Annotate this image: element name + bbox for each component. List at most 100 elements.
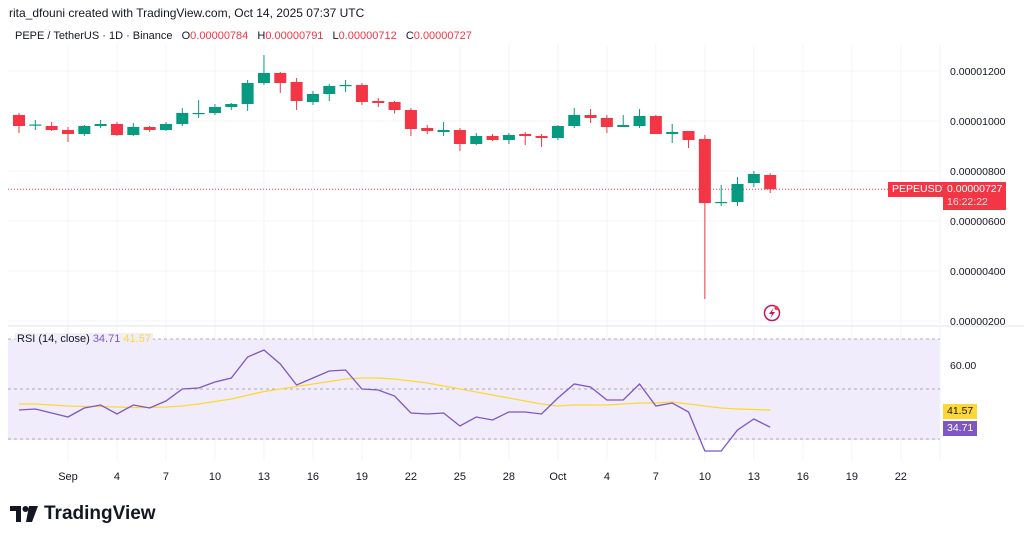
candle[interactable] [682, 131, 695, 148]
candle-body [568, 115, 581, 126]
candle[interactable] [649, 115, 662, 134]
time-tick-label: Sep [58, 471, 78, 483]
price-tick-label: 0.00000600 [950, 216, 1006, 228]
candle[interactable] [257, 55, 270, 85]
candle[interactable] [404, 108, 417, 136]
candle[interactable] [61, 127, 74, 142]
time-tick-label: 7 [653, 471, 659, 483]
candle[interactable] [519, 132, 532, 145]
candle[interactable] [568, 108, 581, 128]
candle[interactable] [388, 101, 401, 114]
candle[interactable] [290, 78, 303, 110]
rsi-line [18, 349, 771, 452]
candle-body [192, 113, 205, 115]
candle[interactable] [225, 103, 238, 110]
candle[interactable] [698, 135, 711, 299]
candle[interactable] [502, 133, 515, 144]
candle[interactable] [339, 80, 352, 92]
candle[interactable] [110, 122, 123, 136]
price-tick-label: 0.00000200 [950, 316, 1006, 328]
rsi-axis-tick: 60.00 [950, 360, 976, 372]
candle[interactable] [143, 126, 156, 132]
candle[interactable] [731, 177, 744, 206]
candle[interactable] [372, 98, 385, 107]
candle-body [682, 131, 695, 140]
candle-body [617, 125, 630, 127]
candle[interactable] [715, 185, 728, 206]
candle-body [94, 124, 107, 126]
candle[interactable] [355, 83, 368, 105]
time-tick-label: 25 [454, 471, 466, 483]
candle[interactable] [551, 125, 564, 140]
candle[interactable] [192, 100, 205, 118]
rsi-band-background [8, 339, 940, 440]
candle-body [633, 116, 646, 126]
low-label: L [332, 30, 339, 42]
time-tick-label: 22 [405, 471, 417, 483]
time-tick-label: 7 [163, 471, 169, 483]
candle[interactable] [470, 133, 483, 145]
candle-body [535, 136, 548, 138]
candle[interactable] [747, 171, 760, 187]
price-tick-label: 0.00000400 [950, 266, 1006, 278]
candle[interactable] [437, 122, 450, 136]
candle-body [29, 124, 42, 126]
candle-body [110, 124, 123, 135]
candle-body [13, 115, 25, 126]
candle[interactable] [94, 120, 107, 128]
candle[interactable] [323, 84, 336, 101]
candle[interactable] [208, 104, 221, 115]
candle[interactable] [176, 108, 189, 126]
candle[interactable] [421, 125, 434, 134]
candle[interactable] [486, 134, 499, 141]
candle-body [372, 101, 385, 103]
rsi-bands [8, 338, 940, 440]
bar-countdown: 16:22:22 [947, 196, 988, 208]
candle-body [306, 94, 319, 102]
candle[interactable] [584, 109, 597, 123]
candle-body [290, 82, 303, 101]
last-price-tag: 0.00000727 16:22:22 [943, 182, 1007, 210]
candle-body [470, 136, 483, 144]
price-tick-label: 0.00001000 [950, 116, 1006, 128]
candle[interactable] [78, 125, 91, 136]
candle-body [61, 130, 74, 134]
candle[interactable] [600, 115, 613, 133]
time-tick-label: 4 [114, 471, 120, 483]
candle-body [274, 73, 287, 83]
time-tick-label: 28 [503, 471, 515, 483]
rsi-legend[interactable]: RSI (14, close) 34.71 41.57 [15, 333, 153, 345]
lightning-icon[interactable] [763, 304, 781, 322]
candle[interactable] [764, 173, 777, 193]
candle-body [257, 73, 270, 83]
candle-body [502, 135, 515, 140]
candle-body [339, 85, 352, 87]
candle[interactable] [535, 134, 548, 147]
time-tick-label: 10 [699, 471, 711, 483]
tradingview-logo[interactable]: TradingView [10, 503, 156, 525]
candle-body [404, 110, 417, 129]
candle[interactable] [666, 124, 679, 143]
candle[interactable] [127, 123, 140, 136]
candle[interactable] [29, 120, 42, 130]
candle[interactable] [306, 91, 319, 105]
symbol-name[interactable]: PEPE / TetherUS · 1D · Binance [15, 30, 173, 42]
close-value: 0.00000727 [413, 30, 472, 42]
candle-body [45, 126, 58, 130]
candle[interactable] [633, 109, 646, 128]
candle[interactable] [453, 128, 466, 151]
candle[interactable] [241, 80, 254, 111]
candle[interactable] [45, 122, 58, 131]
candle-body [241, 83, 254, 104]
rsi-title: RSI (14, close) [17, 333, 90, 345]
candle[interactable] [13, 113, 25, 133]
candle[interactable] [617, 115, 630, 127]
candle[interactable] [159, 122, 172, 131]
logo-text: TradingView [44, 503, 156, 524]
time-tick-label: 13 [748, 471, 760, 483]
candle[interactable] [274, 72, 287, 93]
close-label: C [405, 30, 414, 42]
candle-body [453, 130, 466, 144]
symbol-legend: PEPE / TetherUS · 1D · Binance O0.000007… [15, 30, 472, 42]
